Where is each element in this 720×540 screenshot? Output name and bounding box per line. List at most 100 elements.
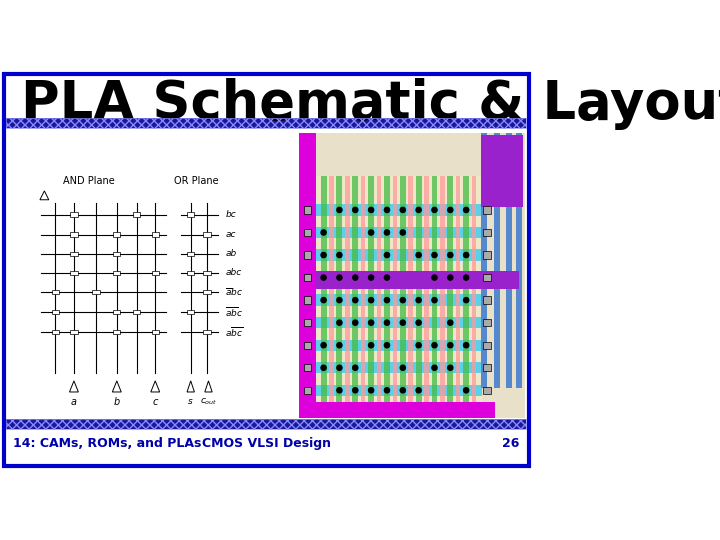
Circle shape	[321, 252, 326, 258]
Circle shape	[400, 207, 405, 213]
Bar	[151, 271, 159, 275]
Circle shape	[416, 388, 421, 393]
Bar	[361, 176, 366, 402]
Circle shape	[416, 343, 421, 348]
Bar	[304, 274, 311, 281]
Bar	[447, 176, 454, 402]
Bar	[113, 252, 120, 256]
Circle shape	[400, 298, 405, 303]
Bar	[315, 317, 482, 328]
Circle shape	[353, 298, 358, 303]
Bar	[304, 229, 311, 236]
Bar	[203, 232, 211, 237]
Circle shape	[448, 252, 453, 258]
Circle shape	[400, 365, 405, 370]
Circle shape	[416, 298, 421, 303]
Bar	[71, 330, 78, 334]
Bar	[483, 251, 491, 259]
Bar	[151, 232, 159, 237]
Circle shape	[321, 275, 326, 280]
Circle shape	[448, 343, 453, 348]
Text: 14: CAMs, ROMs, and PLAs: 14: CAMs, ROMs, and PLAs	[13, 437, 202, 450]
Circle shape	[337, 298, 342, 303]
Bar	[315, 227, 482, 238]
Bar	[92, 290, 100, 294]
Bar	[304, 364, 311, 372]
Bar	[472, 176, 477, 402]
Bar	[377, 176, 382, 402]
Circle shape	[337, 343, 342, 348]
Bar	[315, 204, 482, 215]
Bar	[352, 176, 359, 402]
Bar	[315, 340, 482, 351]
Bar	[368, 176, 374, 402]
Text: CMOS VLSI Design: CMOS VLSI Design	[202, 437, 330, 450]
Bar	[304, 206, 311, 214]
Text: a: a	[71, 396, 77, 407]
Circle shape	[384, 275, 390, 280]
Text: $a\overline{bc}$: $a\overline{bc}$	[225, 325, 243, 339]
Bar	[483, 319, 491, 326]
Bar	[71, 271, 78, 275]
Bar	[456, 176, 461, 402]
Bar	[463, 176, 469, 402]
Bar	[315, 294, 482, 306]
Bar	[315, 271, 519, 289]
Circle shape	[416, 320, 421, 325]
Bar	[113, 330, 120, 334]
Bar	[113, 310, 120, 314]
Bar	[481, 133, 487, 388]
Bar	[483, 296, 491, 304]
Bar	[300, 133, 525, 418]
Circle shape	[464, 252, 469, 258]
Text: OR Plane: OR Plane	[174, 176, 218, 186]
Bar	[329, 176, 334, 402]
Bar	[71, 212, 78, 217]
Bar	[415, 176, 422, 402]
Bar	[6, 420, 526, 429]
Bar	[483, 206, 491, 214]
Circle shape	[321, 230, 326, 235]
Circle shape	[432, 207, 437, 213]
Bar	[52, 290, 59, 294]
Text: PLA Schematic & Layout: PLA Schematic & Layout	[21, 78, 720, 130]
Bar	[516, 133, 522, 388]
Circle shape	[384, 252, 390, 258]
Circle shape	[369, 230, 374, 235]
Bar	[304, 251, 311, 259]
Circle shape	[353, 388, 358, 393]
Circle shape	[432, 343, 437, 348]
Bar	[187, 310, 194, 314]
Circle shape	[464, 388, 469, 393]
Circle shape	[337, 320, 342, 325]
Bar	[133, 310, 140, 314]
Bar	[151, 330, 159, 334]
Circle shape	[432, 252, 437, 258]
Circle shape	[384, 388, 390, 393]
Circle shape	[369, 275, 374, 280]
Circle shape	[369, 343, 374, 348]
Circle shape	[337, 207, 342, 213]
Circle shape	[384, 230, 390, 235]
Circle shape	[464, 343, 469, 348]
Bar	[440, 176, 445, 402]
Circle shape	[400, 320, 405, 325]
Circle shape	[337, 275, 342, 280]
Text: bc: bc	[225, 210, 236, 219]
Bar	[315, 362, 482, 373]
Circle shape	[448, 365, 453, 370]
Circle shape	[369, 207, 374, 213]
Bar	[300, 402, 495, 418]
Circle shape	[432, 275, 437, 280]
Bar	[384, 176, 390, 402]
Circle shape	[369, 388, 374, 393]
Bar	[187, 252, 194, 256]
Bar	[52, 330, 59, 334]
Circle shape	[448, 207, 453, 213]
Bar	[203, 330, 211, 334]
Circle shape	[400, 388, 405, 393]
Bar	[315, 176, 482, 402]
Circle shape	[369, 320, 374, 325]
Circle shape	[384, 343, 390, 348]
Circle shape	[400, 230, 405, 235]
